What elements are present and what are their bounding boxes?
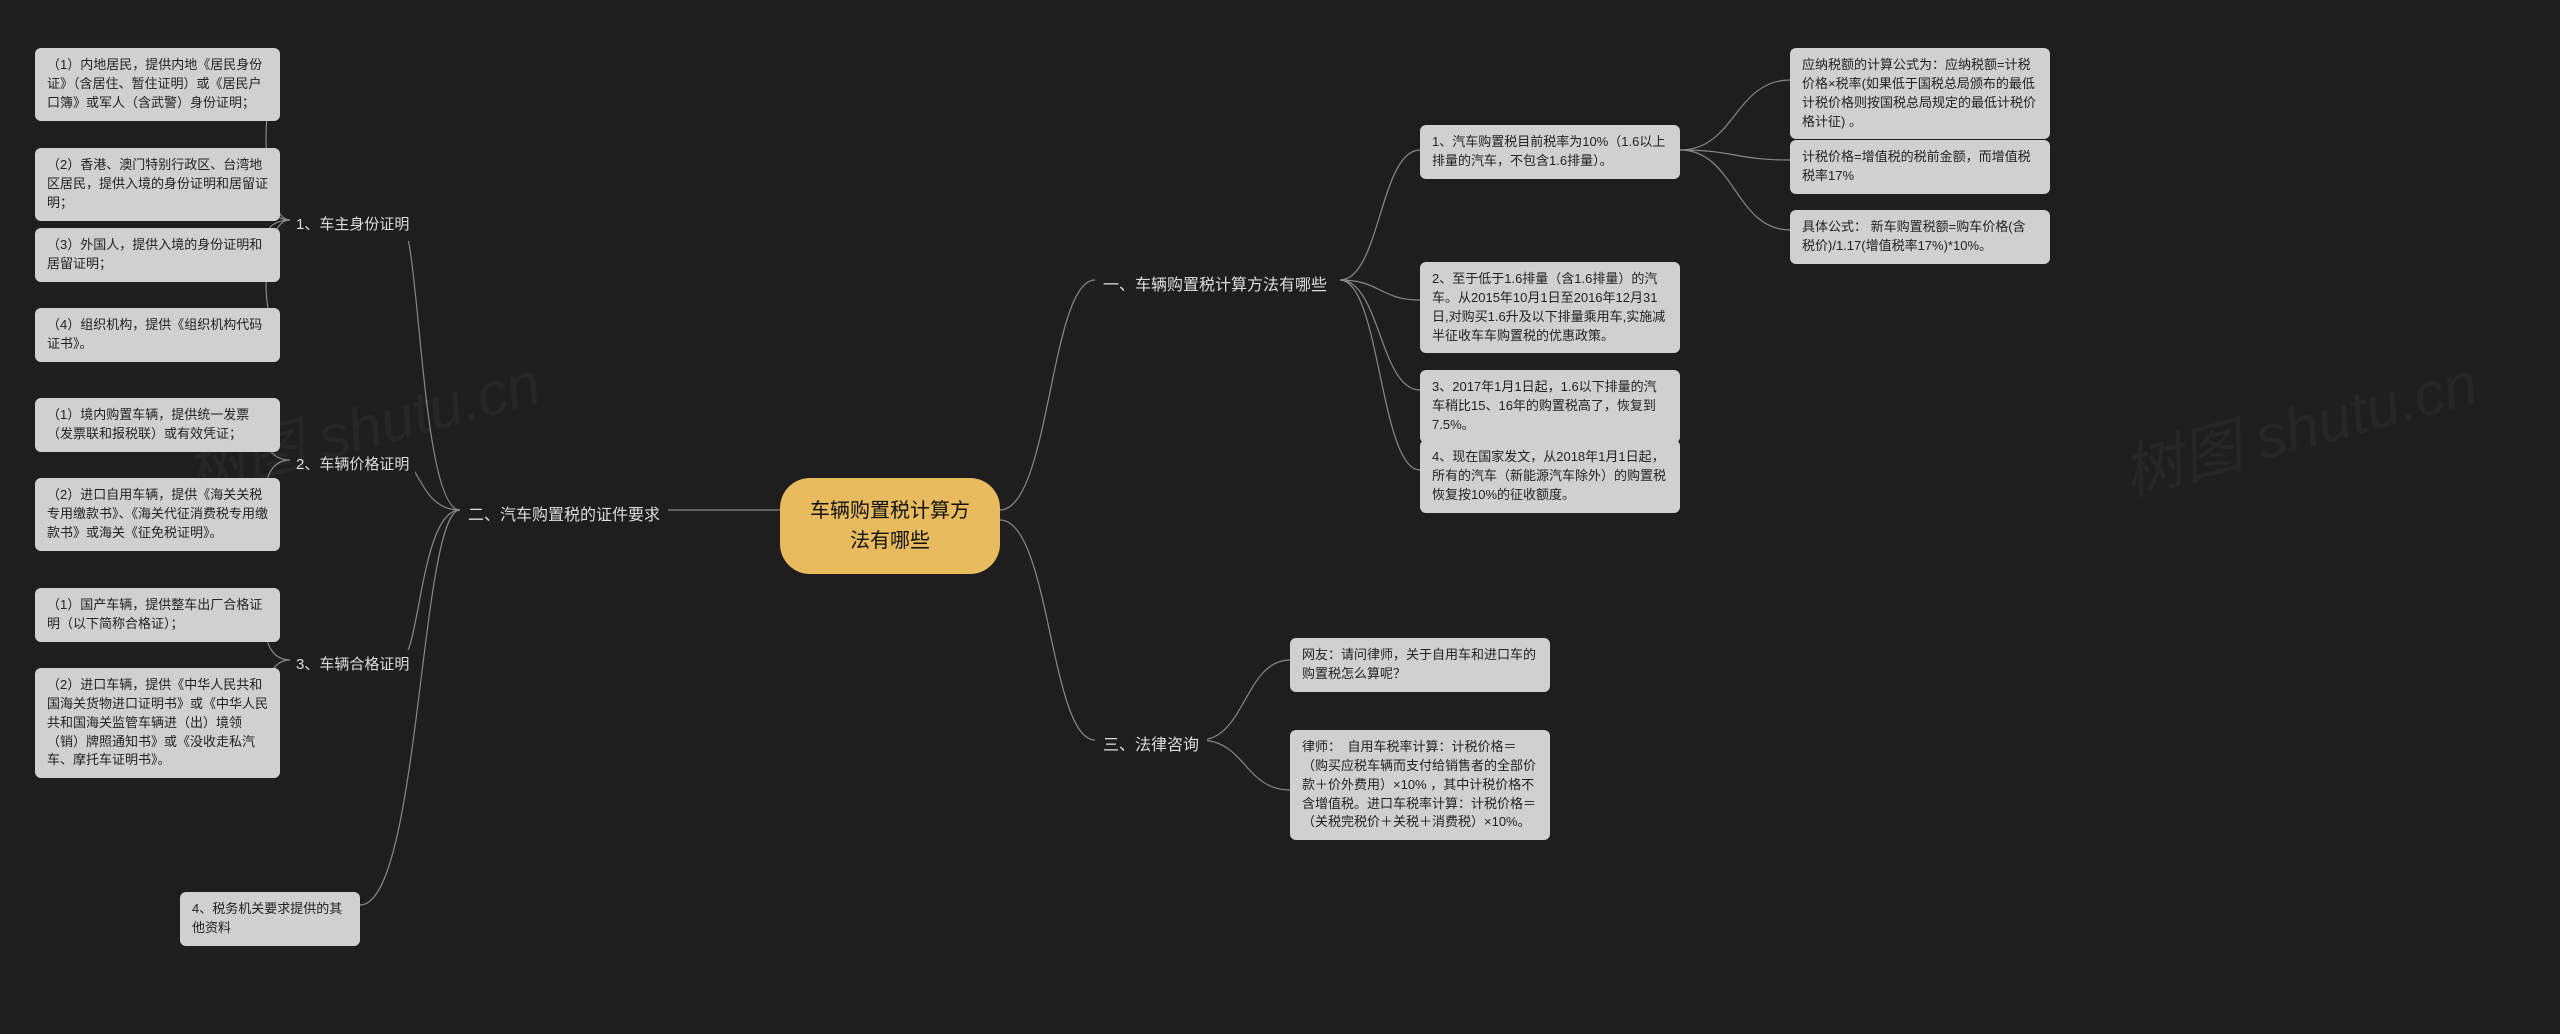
center-node: 车辆购置税计算方法有哪些	[780, 478, 1000, 574]
watermark: 树图 shutu.cn	[2111, 334, 2485, 512]
branch-3: 三、法律咨询	[1095, 728, 1207, 764]
b3-n2: 律师： 自用车税率计算：计税价格＝（购买应税车辆而支付给销售者的全部价款＋价外费…	[1290, 730, 1550, 840]
b2-s1: 1、车主身份证明	[290, 210, 415, 241]
b3-n1: 网友：请问律师，关于自用车和进口车的购置税怎么算呢？	[1290, 638, 1550, 692]
connectors-2	[0, 0, 2560, 1034]
b1-n4: 4、现在国家发文，从2018年1月1日起，所有的汽车（新能源汽车除外）的购置税恢…	[1420, 440, 1680, 513]
b2-s3-l2: （2）进口车辆，提供《中华人民共和国海关货物进口证明书》或《中华人民共和国海关监…	[35, 668, 280, 778]
b2-s1-l2: （2）香港、澳门特别行政区、台湾地区居民，提供入境的身份证明和居留证明；	[35, 148, 280, 221]
b2-s2-l2: （2）进口自用车辆，提供《海关关税专用缴款书》、《海关代征消费税专用缴款书》或海…	[35, 478, 280, 551]
b2-s1-l3: （3）外国人，提供入境的身份证明和居留证明；	[35, 228, 280, 282]
b2-s3-l1: （1）国产车辆，提供整车出厂合格证明（以下简称合格证）；	[35, 588, 280, 642]
b1-n1-l3: 具体公式： 新车购置税额=购车价格(含税价)/1.17(增值税率17%)*10%…	[1790, 210, 2050, 264]
b2-s2-l1: （1）境内购置车辆，提供统一发票（发票联和报税联）或有效凭证；	[35, 398, 280, 452]
b2-s4: 4、税务机关要求提供的其他资料	[180, 892, 360, 946]
b1-n1-l2: 计税价格=增值税的税前金额，而增值税税率17%	[1790, 140, 2050, 194]
b2-s3: 3、车辆合格证明	[290, 650, 415, 681]
b2-s2: 2、车辆价格证明	[290, 450, 415, 481]
b1-n1: 1、汽车购置税目前税率为10%（1.6以上排量的汽车，不包含1.6排量）。	[1420, 125, 1680, 179]
b1-n1-l1: 应纳税额的计算公式为：应纳税额=计税价格×税率(如果低于国税总局颁布的最低计税价…	[1790, 48, 2050, 139]
b2-s1-l1: （1）内地居民，提供内地《居民身份证》（含居住、暂住证明）或《居民户口簿》或军人…	[35, 48, 280, 121]
b1-n2: 2、至于低于1.6排量（含1.6排量）的汽车。从2015年10月1日至2016年…	[1420, 262, 1680, 353]
b1-n3: 3、2017年1月1日起，1.6以下排量的汽车稍比15、16年的购置税高了，恢复…	[1420, 370, 1680, 443]
branch-1: 一、车辆购置税计算方法有哪些	[1095, 268, 1335, 304]
branch-2: 二、汽车购置税的证件要求	[460, 498, 668, 534]
b2-s1-l4: （4）组织机构，提供《组织机构代码证书》。	[35, 308, 280, 362]
